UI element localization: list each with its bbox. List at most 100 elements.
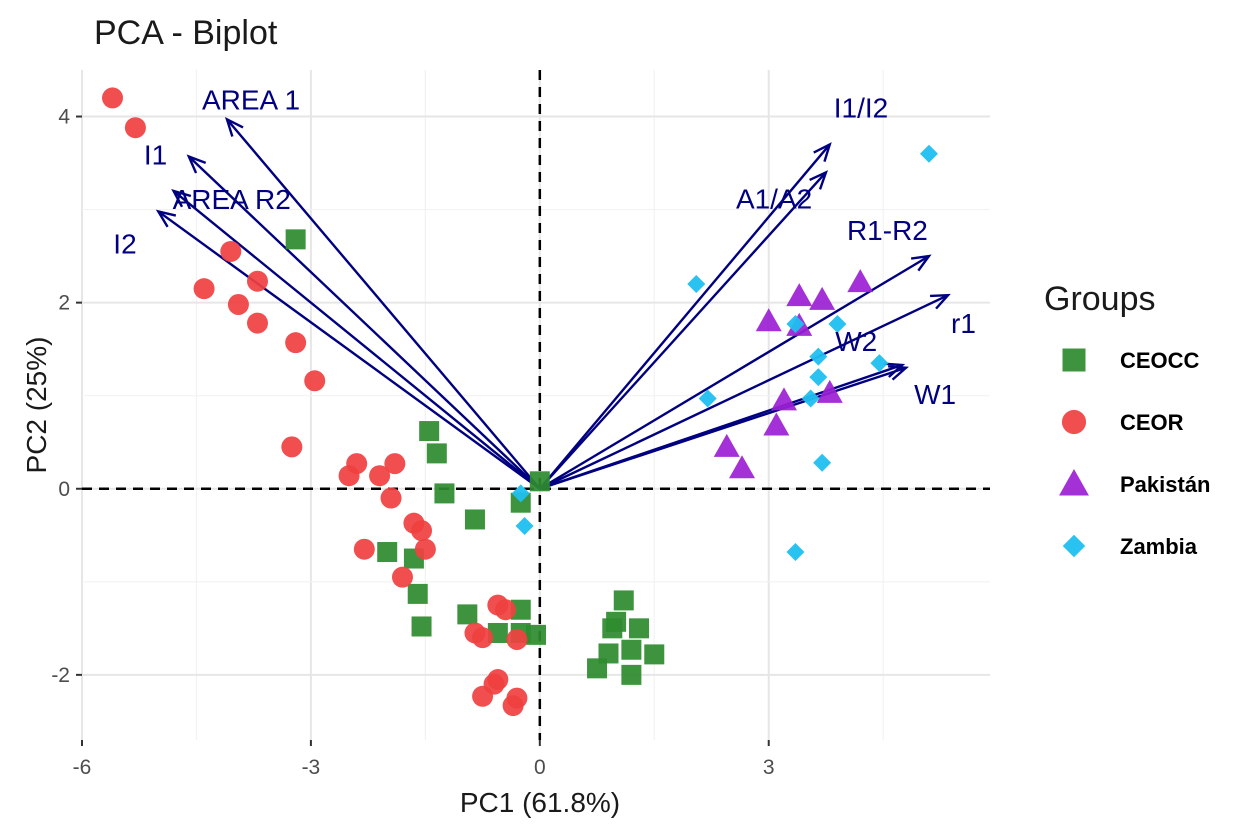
data-point bbox=[426, 443, 447, 464]
legend-marker bbox=[1062, 534, 1086, 558]
x-tick-label: 3 bbox=[763, 756, 775, 779]
data-point bbox=[353, 538, 375, 560]
data-point bbox=[102, 87, 124, 109]
data-point bbox=[414, 538, 436, 560]
legend: Groups CEOCC CEOR Pakistán Zambia bbox=[1044, 280, 1211, 559]
data-point bbox=[369, 465, 391, 487]
data-point bbox=[526, 624, 546, 645]
data-point bbox=[644, 644, 665, 665]
legend-marker bbox=[1059, 469, 1089, 496]
data-point bbox=[713, 433, 740, 457]
loading-label: r1 bbox=[951, 308, 976, 339]
loading-label: W2 bbox=[835, 326, 877, 357]
data-point bbox=[809, 368, 828, 387]
x-tick-label: -3 bbox=[302, 756, 321, 779]
data-point bbox=[621, 664, 642, 685]
data-point bbox=[246, 312, 268, 334]
data-point bbox=[384, 453, 406, 475]
data-point bbox=[870, 354, 889, 373]
data-point bbox=[338, 465, 360, 487]
data-point bbox=[285, 332, 307, 354]
data-point bbox=[809, 347, 828, 366]
legend-marker bbox=[1061, 409, 1087, 435]
data-point bbox=[220, 240, 242, 262]
data-point bbox=[763, 412, 790, 436]
data-point bbox=[472, 627, 494, 649]
data-point bbox=[281, 436, 303, 458]
loading-label: AREA 1 bbox=[202, 84, 300, 115]
data-point bbox=[816, 379, 843, 403]
data-point bbox=[511, 484, 530, 503]
loading-label: R1-R2 bbox=[847, 215, 928, 246]
loading-arrow bbox=[172, 190, 541, 490]
data-point bbox=[391, 566, 413, 588]
data-point bbox=[464, 509, 485, 530]
data-point bbox=[377, 542, 398, 563]
data-point bbox=[380, 487, 402, 509]
legend-title: Groups bbox=[1044, 280, 1156, 318]
data-point bbox=[124, 117, 146, 139]
loading-label: W1 bbox=[914, 379, 956, 410]
loading-arrowhead bbox=[888, 365, 909, 381]
y-tick-label: 0 bbox=[58, 478, 70, 501]
legend-items: CEOCC CEOR Pakistán Zambia bbox=[1059, 348, 1211, 559]
y-tick-label: 4 bbox=[58, 106, 70, 129]
data-point bbox=[502, 695, 524, 717]
data-point bbox=[246, 270, 268, 292]
data-point bbox=[598, 643, 619, 664]
loading-arrow bbox=[157, 210, 541, 490]
data-point bbox=[304, 370, 326, 392]
loading-arrow bbox=[187, 155, 541, 490]
data-point bbox=[755, 308, 782, 332]
x-axis-title: PC1 (61.8%) bbox=[460, 787, 620, 818]
y-tick-label: -2 bbox=[51, 664, 70, 687]
loading-label: I2 bbox=[113, 228, 136, 259]
data-point bbox=[809, 286, 836, 310]
data-point bbox=[813, 453, 832, 472]
loading-arrowhead bbox=[910, 254, 932, 272]
data-point bbox=[457, 604, 478, 625]
data-point bbox=[698, 389, 717, 408]
loading-arrowhead bbox=[929, 293, 951, 310]
legend-label: CEOR bbox=[1120, 410, 1184, 435]
legend-label: Zambia bbox=[1120, 534, 1198, 559]
data-point bbox=[285, 229, 306, 250]
data-point bbox=[606, 611, 627, 632]
reference-lines bbox=[82, 70, 990, 740]
loading-arrow bbox=[539, 366, 907, 490]
grid bbox=[81, 70, 990, 740]
loading-arrowhead bbox=[186, 154, 207, 174]
loading-arrow bbox=[538, 143, 831, 490]
data-point bbox=[506, 629, 528, 650]
data-points bbox=[102, 87, 938, 717]
data-point bbox=[621, 639, 642, 660]
axis-ticks: -6 -3 0 3 -2 0 2 4 bbox=[51, 106, 774, 779]
legend-marker bbox=[1062, 348, 1086, 372]
chart-title: PCA - Biplot bbox=[94, 14, 278, 52]
loading-label: AREA R2 bbox=[173, 184, 291, 215]
data-point bbox=[786, 315, 805, 334]
data-point bbox=[472, 685, 494, 707]
data-point bbox=[529, 471, 550, 492]
loading-arrowhead bbox=[813, 142, 832, 162]
loading-arrowhead bbox=[155, 209, 177, 228]
legend-label: CEOCC bbox=[1120, 348, 1200, 373]
data-point bbox=[193, 278, 215, 300]
data-point bbox=[510, 599, 531, 620]
data-point bbox=[515, 516, 534, 535]
loading-label: A1/A2 bbox=[736, 183, 812, 214]
data-point bbox=[411, 520, 433, 542]
data-point bbox=[847, 269, 874, 293]
loading-arrow bbox=[226, 118, 541, 490]
data-point bbox=[828, 315, 847, 334]
x-tick-label: 0 bbox=[534, 756, 546, 779]
data-point bbox=[801, 389, 820, 408]
data-point bbox=[786, 543, 805, 562]
loading-arrowhead bbox=[224, 116, 244, 137]
data-point bbox=[770, 387, 797, 411]
loading-arrowhead bbox=[809, 170, 829, 190]
loading-arrow bbox=[539, 294, 949, 490]
data-point bbox=[434, 483, 455, 504]
